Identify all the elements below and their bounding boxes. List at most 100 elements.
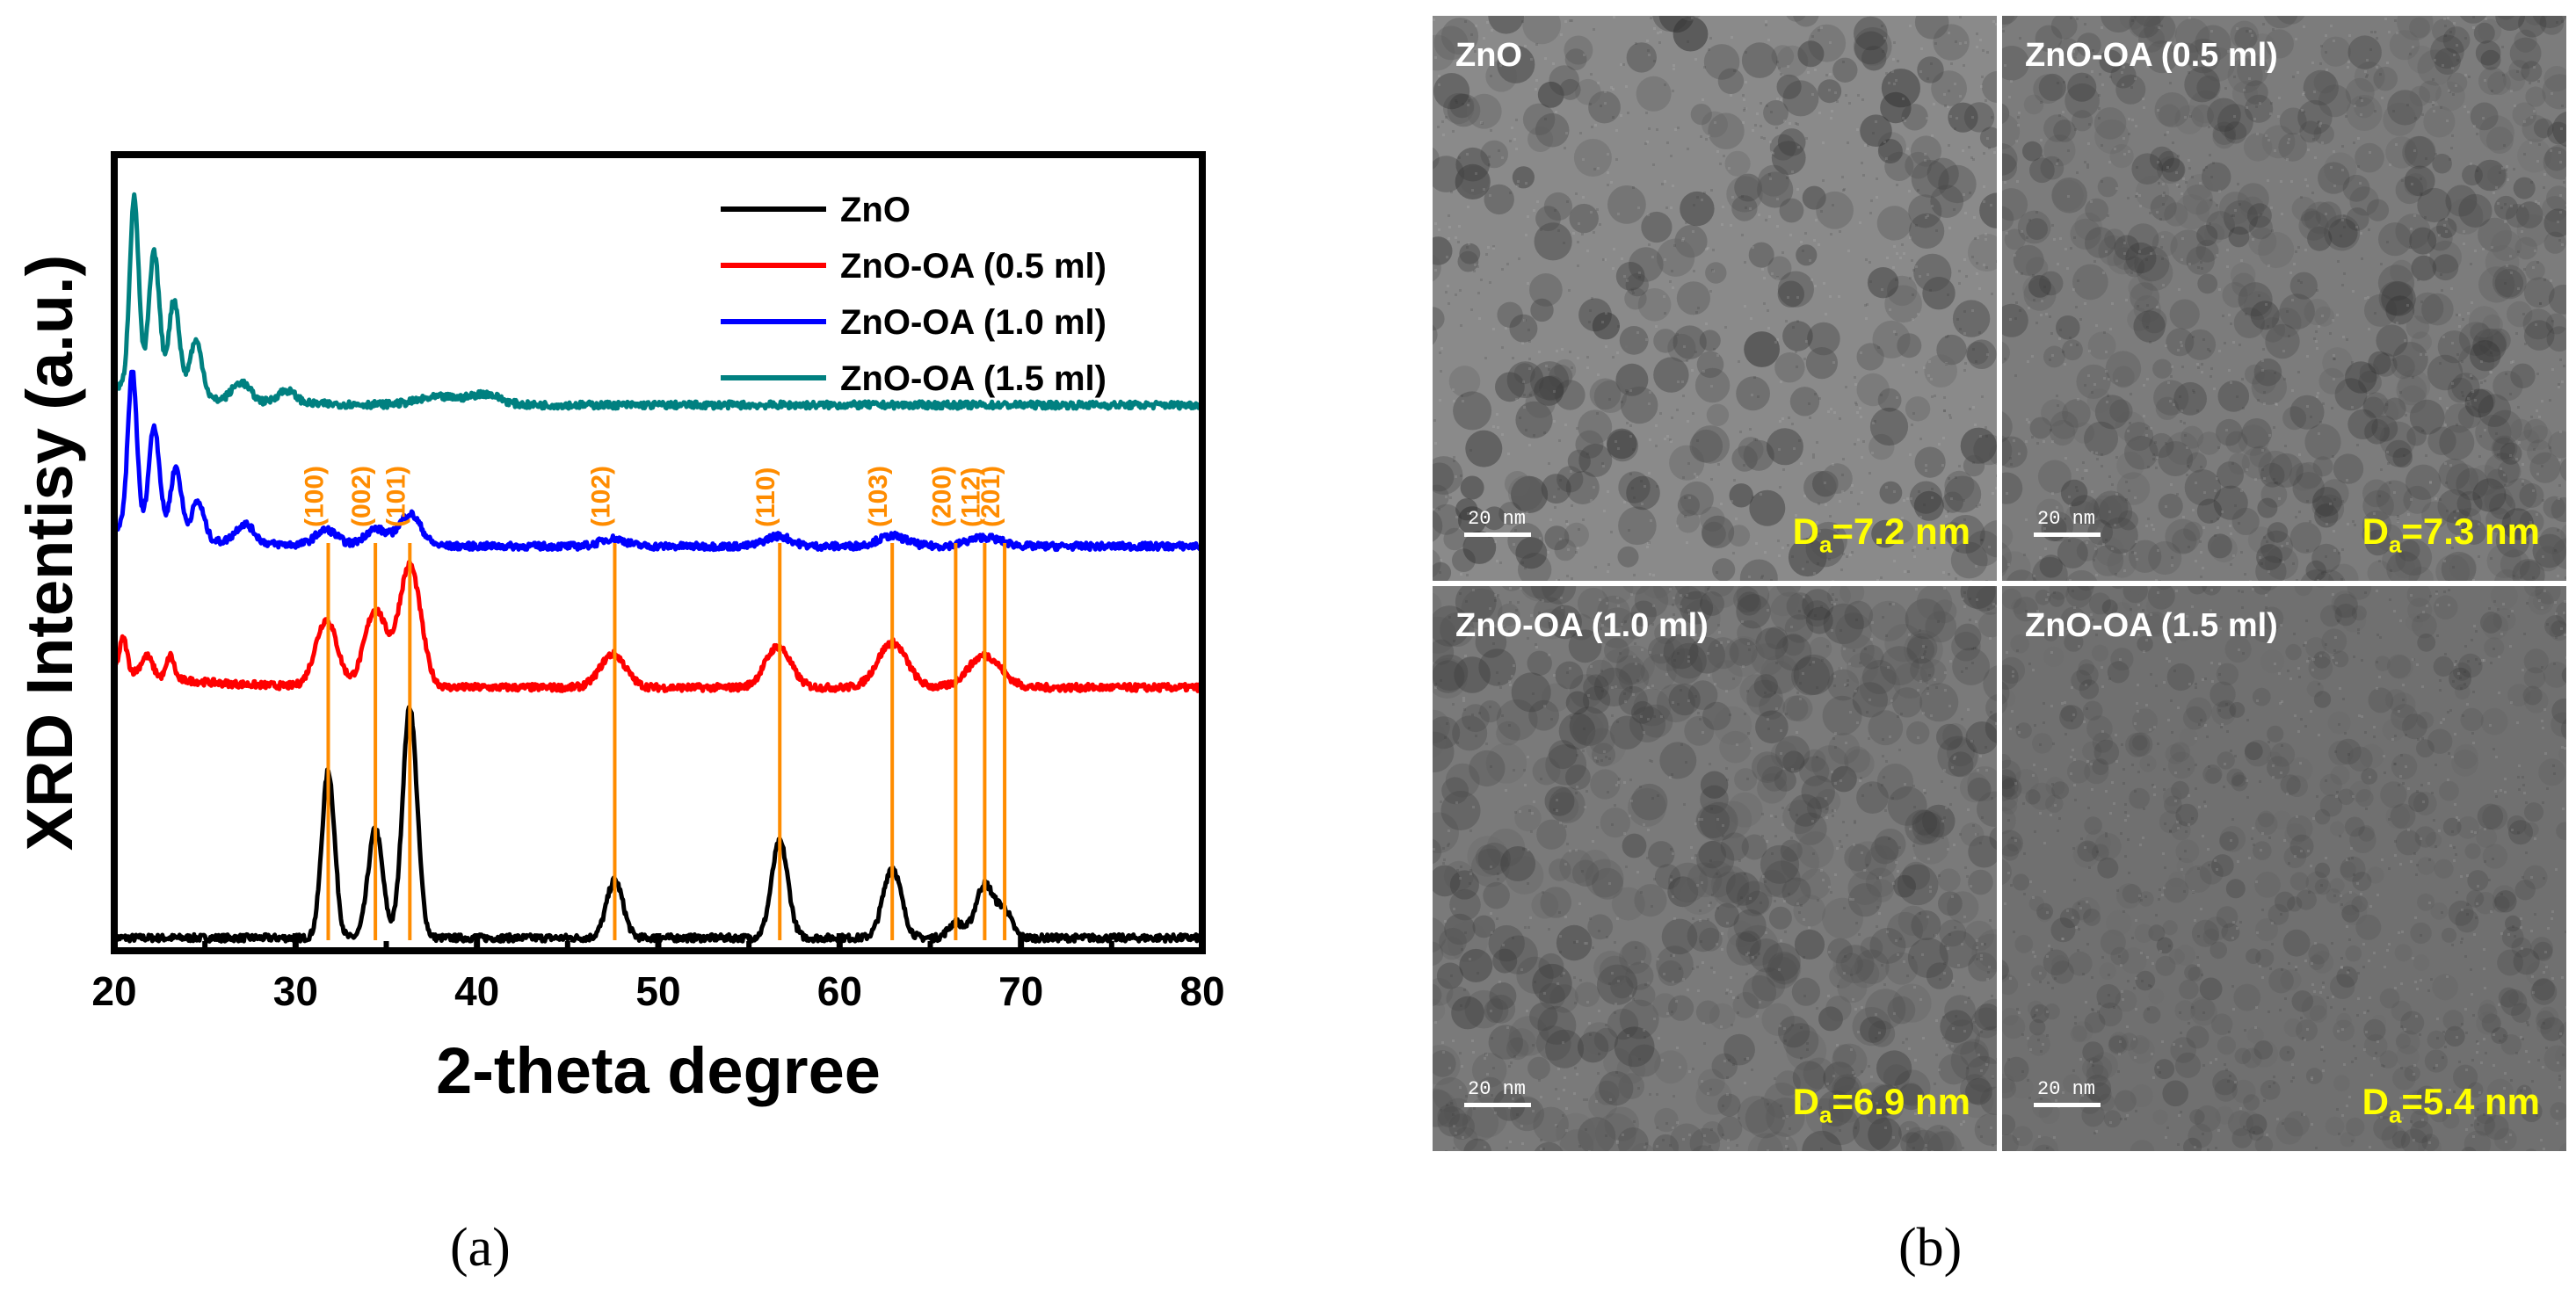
nanoparticle [2328,740,2354,766]
nanoparticle [2474,1101,2497,1125]
nanoparticle [2014,769,2039,794]
nanoparticle [2229,702,2246,718]
noise-speck [1828,886,1831,888]
nanoparticle [2413,792,2437,815]
nanoparticle [2416,739,2435,757]
noise-speck [1716,873,1718,875]
nanoparticle [1625,961,1654,990]
noise-speck [2325,213,2327,215]
nanoparticle [2529,452,2561,483]
nanoparticle [2283,1111,2310,1137]
noise-speck [2073,784,2076,786]
noise-speck [1938,1069,1941,1071]
noise-speck [1692,967,1694,970]
nanoparticle [1634,884,1667,917]
nanoparticle [1433,716,1461,750]
noise-speck [2036,610,2039,612]
noise-speck [1693,270,1695,272]
noise-speck [2185,181,2188,184]
noise-speck [1677,127,1680,129]
noise-speck [1854,402,1857,404]
noise-speck [2537,202,2540,205]
noise-speck [1682,978,1685,981]
noise-speck [1679,1066,1681,1069]
noise-speck [1438,228,1440,231]
noise-speck [2482,117,2485,120]
nanoparticle [1433,660,1465,693]
noise-speck [2409,246,2412,249]
noise-speck [1648,54,1651,56]
nanoparticle [2157,156,2185,184]
noise-speck [2523,120,2526,123]
nanoparticle [1497,45,1535,83]
noise-speck [1736,1144,1738,1147]
nanoparticle [2328,563,2359,581]
noise-speck [1527,215,1529,218]
noise-speck [1834,782,1837,785]
noise-speck [1455,516,1458,518]
noise-speck [1663,295,1665,298]
noise-speck [2534,250,2536,252]
nanoparticle [2340,856,2366,882]
noise-speck [2137,684,2139,686]
noise-speck [1983,185,1985,188]
noise-speck [1745,107,1747,110]
nanoparticle [1554,359,1577,381]
noise-speck [1708,904,1710,907]
noise-speck [1791,170,1794,173]
nanoparticle [1979,127,1997,149]
nanoparticle [2194,1105,2221,1133]
noise-speck [2208,126,2210,128]
nanoparticle [2346,207,2369,231]
nanoparticle [1911,910,1941,940]
noise-speck [2128,133,2130,135]
nanoparticle [2072,422,2095,444]
noise-speck [2525,851,2528,854]
nanoparticle [1622,833,1647,858]
noise-speck [1917,689,1919,692]
noise-speck [1497,426,1499,429]
nanoparticle [2349,186,2379,216]
nanoparticle [2002,664,2019,690]
noise-speck [1644,983,1647,986]
nanoparticle [2215,1105,2234,1125]
nanoparticle [2234,26,2257,50]
nanoparticle [2381,1125,2406,1150]
nanoparticle [2002,656,2026,684]
noise-speck [2069,504,2072,507]
nanoparticle [1767,256,1792,280]
noise-speck [2304,725,2307,728]
nanoparticle [2175,839,2200,864]
nanoparticle [1592,312,1620,340]
noise-speck [1687,462,1690,465]
nanoparticle [2084,1012,2106,1033]
nanoparticle [2536,1011,2555,1030]
noise-speck [1630,800,1633,802]
nanoparticle [1963,454,1985,477]
noise-speck [2523,633,2526,635]
noise-speck [1513,1055,1516,1058]
nanoparticle [2125,732,2151,757]
nanoparticle [1648,841,1675,868]
noise-speck [1545,365,1548,367]
noise-speck [1492,247,1495,250]
noise-speck [1590,211,1593,214]
noise-speck [1687,656,1690,658]
noise-speck [2333,498,2336,501]
noise-speck [2107,214,2109,217]
noise-speck [1944,105,1947,107]
noise-speck [1553,496,1556,498]
noise-speck [1963,1120,1965,1123]
nanoparticle [1590,769,1621,800]
noise-speck [1855,403,1858,406]
noise-speck [1586,356,1589,359]
noise-speck [2343,272,2346,275]
noise-speck [2265,303,2268,306]
nanoparticle [2330,821,2345,837]
noise-speck [1737,996,1739,999]
noise-speck [2070,344,2072,346]
nanoparticle [2167,751,2195,779]
noise-speck [2086,760,2089,763]
noise-speck [2340,235,2342,237]
noise-speck [1564,147,1566,149]
